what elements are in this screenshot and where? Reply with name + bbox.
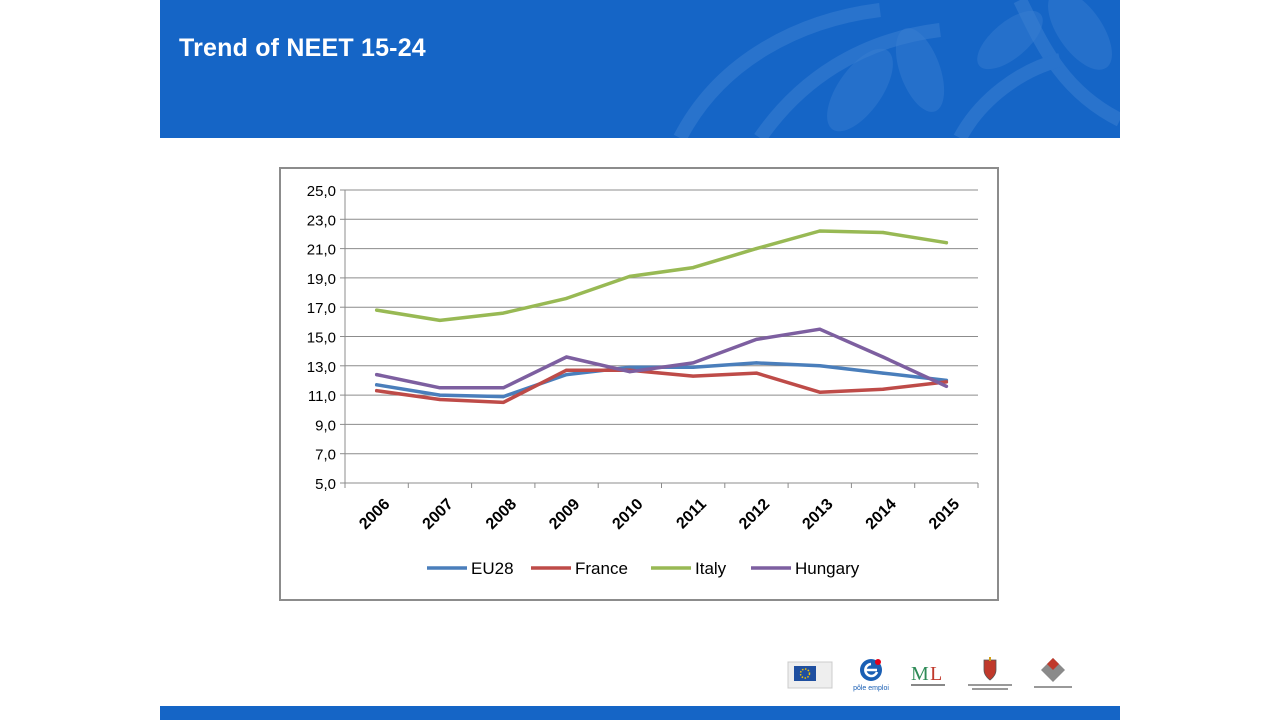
x-tick-label: 2014 bbox=[863, 496, 900, 533]
data-point bbox=[754, 337, 759, 342]
series-line-italy bbox=[374, 229, 949, 323]
y-tick-label: 15,0 bbox=[307, 330, 336, 347]
data-point bbox=[818, 390, 822, 394]
data-point bbox=[944, 241, 948, 245]
data-point bbox=[818, 229, 822, 233]
y-tick-label: 19,0 bbox=[307, 271, 336, 288]
data-point bbox=[691, 266, 695, 270]
ml-ministry-logo: M L bbox=[911, 663, 945, 686]
legend-label: EU28 bbox=[471, 559, 514, 578]
data-point bbox=[881, 355, 885, 359]
data-point bbox=[438, 393, 442, 397]
data-point bbox=[438, 397, 442, 402]
x-tick-label: 2011 bbox=[673, 496, 710, 533]
chart-legend: EU28 France Italy Hungary bbox=[427, 559, 860, 578]
data-point bbox=[691, 365, 695, 369]
data-point bbox=[564, 372, 569, 377]
slide: Trend of NEET 15-24 5,0 7,0 9,0 11,0 13,0 15,… bbox=[160, 0, 1120, 720]
x-tick-label: 2008 bbox=[483, 496, 520, 533]
chart-axes bbox=[340, 189, 979, 488]
svg-text:M: M bbox=[911, 663, 929, 685]
slide-header: Trend of NEET 15-24 bbox=[160, 0, 1120, 138]
data-point bbox=[564, 368, 569, 372]
svg-text:L: L bbox=[930, 663, 942, 685]
slide-footer-bar bbox=[160, 706, 1120, 720]
x-tick-label: 2006 bbox=[356, 496, 393, 533]
y-tick-label: 25,0 bbox=[307, 183, 336, 200]
header-watermark-decoration bbox=[673, 0, 1120, 138]
x-tick-label: 2007 bbox=[420, 496, 457, 533]
data-point bbox=[754, 371, 759, 375]
legend-label: Hungary bbox=[795, 559, 860, 578]
data-point bbox=[691, 374, 695, 378]
y-axis-tick-labels: 5,0 7,0 9,0 11,0 13,0 15,0 17,0 19,0 21,0 23,0 25,… bbox=[307, 183, 336, 493]
legend-item-italy: Italy bbox=[651, 559, 727, 578]
y-tick-label: 21,0 bbox=[307, 242, 336, 259]
data-point bbox=[818, 364, 822, 368]
x-tick-label: 2015 bbox=[926, 496, 963, 533]
x-tick-label: 2013 bbox=[799, 496, 836, 533]
data-point bbox=[501, 394, 505, 399]
y-tick-label: 9,0 bbox=[315, 417, 336, 434]
series-line-france bbox=[374, 368, 949, 405]
data-point bbox=[754, 361, 759, 365]
data-point bbox=[375, 372, 379, 377]
y-tick-label: 7,0 bbox=[315, 447, 336, 464]
x-tick-label: 2009 bbox=[546, 496, 583, 533]
legend-item-france: France bbox=[531, 559, 628, 578]
data-point bbox=[438, 386, 442, 390]
legend-item-eu28: EU28 bbox=[427, 559, 514, 578]
x-tick-label: 2010 bbox=[609, 496, 646, 533]
data-point bbox=[375, 389, 379, 393]
data-point bbox=[375, 383, 379, 387]
y-tick-label: 13,0 bbox=[307, 359, 336, 376]
data-point bbox=[628, 370, 632, 374]
hungarian-coat-of-arms-logo bbox=[968, 657, 1012, 690]
data-point bbox=[881, 230, 885, 235]
data-point bbox=[691, 361, 695, 365]
data-point bbox=[501, 311, 505, 315]
data-point bbox=[818, 327, 822, 331]
slide-title: Trend of NEET 15-24 bbox=[179, 34, 426, 62]
data-point bbox=[501, 386, 505, 390]
series-france bbox=[374, 368, 949, 405]
data-point bbox=[628, 365, 632, 369]
data-point bbox=[438, 318, 442, 322]
neet-line-chart: 5,0 7,0 9,0 11,0 13,0 15,0 17,0 19,0 21,0 23,0 25,… bbox=[307, 183, 979, 578]
data-point bbox=[944, 380, 948, 384]
data-point bbox=[754, 247, 759, 251]
legend-label: France bbox=[575, 559, 628, 578]
data-point bbox=[501, 400, 505, 405]
data-point bbox=[564, 355, 569, 359]
y-tick-label: 17,0 bbox=[307, 300, 336, 317]
data-point bbox=[628, 274, 632, 279]
data-point bbox=[564, 296, 569, 301]
y-tick-label: 23,0 bbox=[307, 212, 336, 229]
pole-emploi-logo-label: pôle emploi bbox=[853, 685, 889, 692]
legend-item-hungary: Hungary bbox=[751, 559, 860, 578]
series-line-hungary bbox=[374, 327, 949, 390]
eu-flag-logo bbox=[787, 661, 833, 689]
chart-series bbox=[374, 229, 949, 405]
x-tick-label: 2012 bbox=[736, 496, 773, 533]
series-hungary bbox=[374, 327, 949, 390]
data-point bbox=[375, 308, 379, 312]
data-point bbox=[881, 371, 885, 375]
chart-container: 5,0 7,0 9,0 11,0 13,0 15,0 17,0 19,0 21,0 23,0 25,… bbox=[279, 167, 999, 601]
y-tick-label: 5,0 bbox=[315, 476, 336, 493]
diamond-logo bbox=[1034, 658, 1072, 688]
x-axis-tick-labels: 2006 2007 2008 2009 2010 2011 2012 2013 2014 2015 bbox=[356, 496, 963, 533]
series-italy bbox=[374, 229, 949, 323]
pole-emploi-logo: pôle emploi bbox=[853, 659, 889, 692]
data-point bbox=[944, 384, 948, 388]
y-tick-label: 11,0 bbox=[308, 388, 336, 405]
partner-logos: pôle emploi M L bbox=[786, 656, 1076, 694]
data-point bbox=[881, 387, 885, 391]
legend-label: Italy bbox=[695, 559, 727, 578]
